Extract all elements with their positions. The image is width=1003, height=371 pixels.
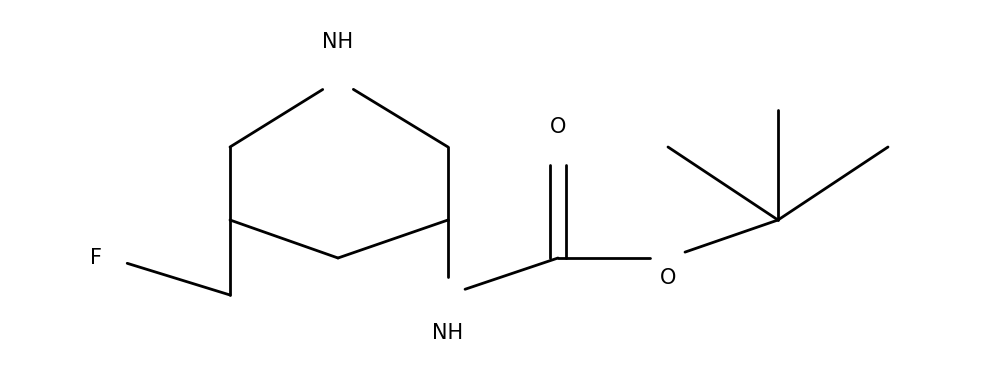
Text: NH: NH — [322, 32, 353, 52]
Text: F: F — [90, 248, 102, 268]
Text: O: O — [659, 268, 675, 288]
Text: O: O — [550, 117, 566, 137]
Text: NH: NH — [432, 323, 463, 343]
